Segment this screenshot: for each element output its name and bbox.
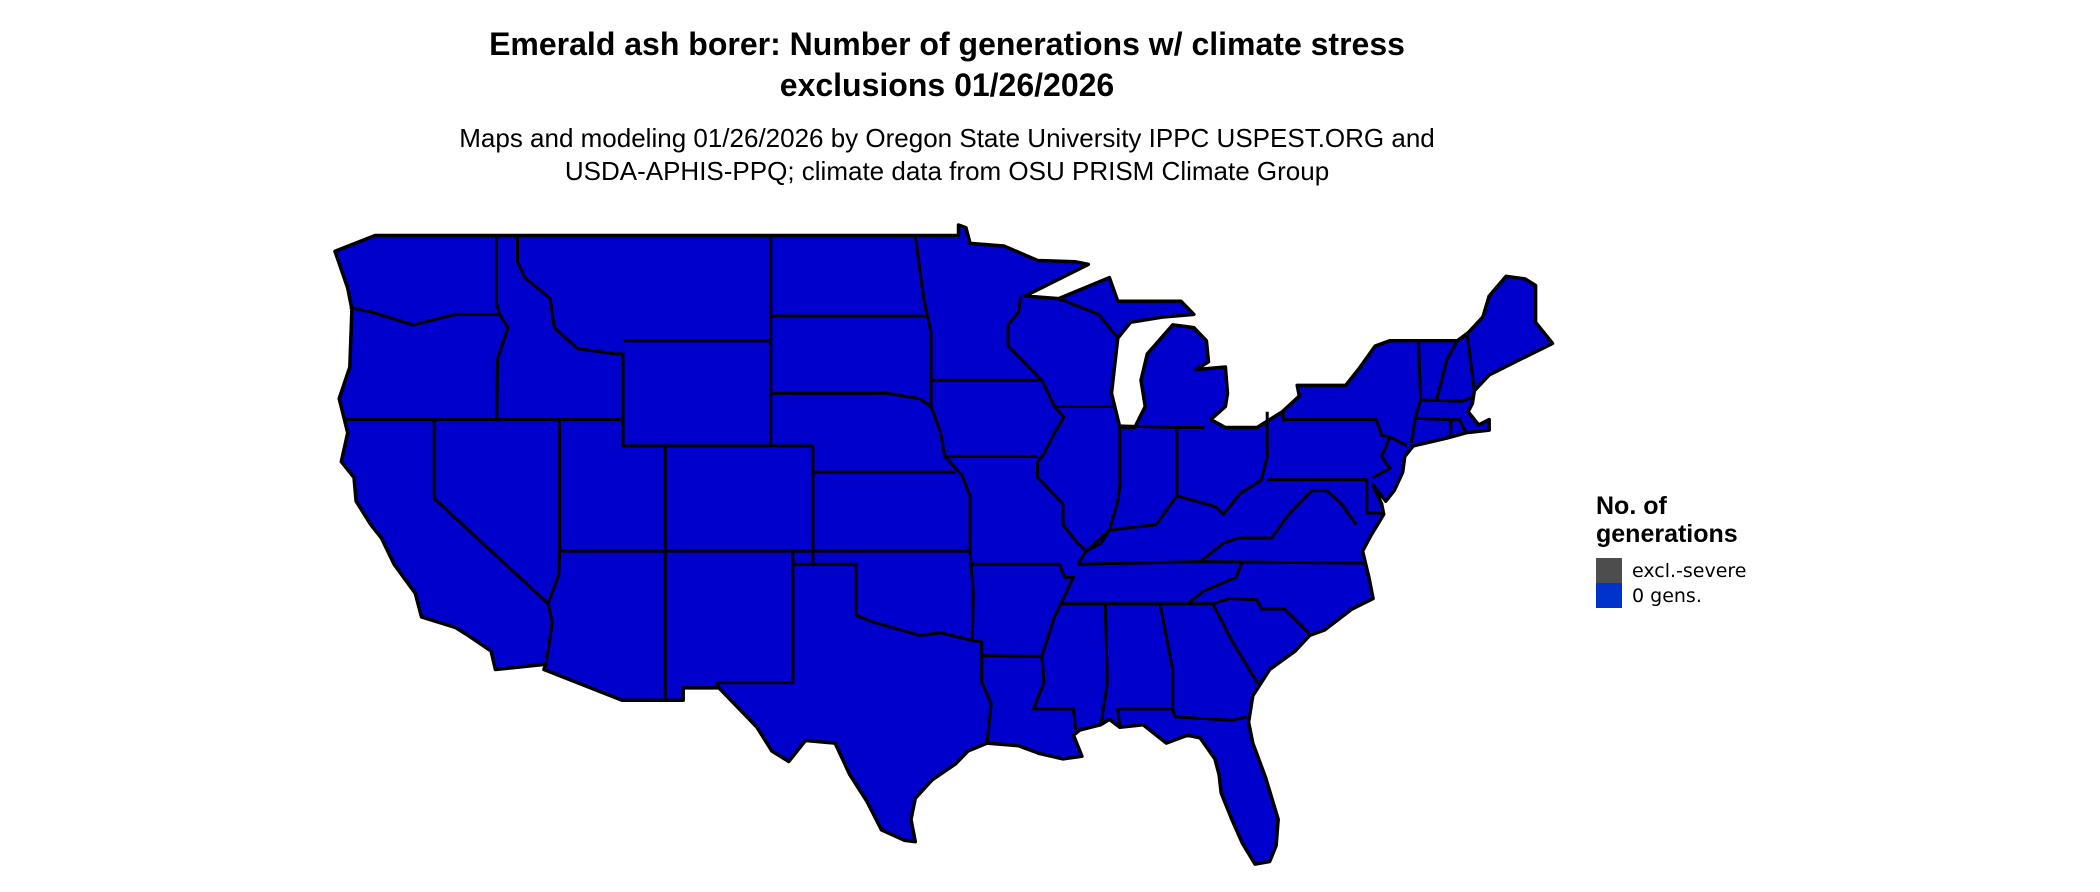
map-title: Emerald ash borer: Number of generations… bbox=[347, 24, 1547, 106]
map-subtitle: Maps and modeling 01/26/2026 by Oregon S… bbox=[347, 122, 1547, 188]
legend-title: No. of generations bbox=[1596, 492, 1738, 548]
state-border bbox=[1119, 424, 1177, 429]
title-line-2: exclusions 01/26/2026 bbox=[779, 67, 1115, 103]
legend-swatch bbox=[1596, 558, 1622, 583]
legend-label: 0 gens. bbox=[1632, 584, 1702, 607]
us-outline bbox=[333, 223, 1555, 866]
state-border bbox=[495, 235, 510, 420]
state-border bbox=[1420, 395, 1473, 403]
state-border bbox=[1099, 603, 1109, 725]
title-line-1: Emerald ash borer: Number of generations… bbox=[489, 26, 1405, 62]
state-border bbox=[1434, 339, 1459, 401]
subtitle-line-1: Maps and modeling 01/26/2026 by Oregon S… bbox=[459, 123, 1435, 153]
state-border bbox=[1186, 561, 1244, 605]
state-border bbox=[715, 551, 795, 689]
state-border bbox=[1389, 435, 1408, 448]
state-border bbox=[1409, 340, 1423, 444]
state-border bbox=[1006, 295, 1043, 382]
state-border bbox=[968, 550, 993, 744]
legend-item-0-gens: 0 gens. bbox=[1596, 583, 1796, 608]
legend-label: excl.-severe bbox=[1632, 559, 1747, 582]
state-border bbox=[792, 562, 973, 642]
state-border bbox=[1448, 419, 1453, 439]
legend-item-excl-severe: excl.-severe bbox=[1596, 558, 1796, 583]
state-borders bbox=[345, 235, 1476, 744]
state-border bbox=[1085, 411, 1269, 553]
state-border bbox=[432, 419, 562, 606]
state-border bbox=[1036, 405, 1114, 553]
state-border bbox=[1171, 708, 1247, 722]
state-border bbox=[970, 562, 1075, 657]
legend: No. of generations excl.-severe 0 gens. bbox=[1596, 492, 1796, 608]
subtitle-line-2: USDA-APHIS-PPQ; climate data from OSU PR… bbox=[564, 156, 1330, 186]
legend-swatch bbox=[1596, 583, 1622, 608]
state-border bbox=[516, 235, 813, 448]
state-border bbox=[929, 378, 1056, 552]
state-border bbox=[770, 391, 932, 408]
state-border bbox=[1415, 416, 1468, 434]
state-border bbox=[1465, 332, 1476, 391]
state-border bbox=[544, 603, 554, 665]
state-border bbox=[1199, 489, 1358, 563]
state-border bbox=[1211, 603, 1260, 685]
state-border bbox=[1281, 411, 1392, 479]
state-border bbox=[1212, 597, 1311, 636]
state-border bbox=[981, 654, 1078, 731]
state-border bbox=[1267, 478, 1383, 515]
state-border bbox=[1058, 297, 1119, 340]
state-border bbox=[349, 306, 500, 327]
